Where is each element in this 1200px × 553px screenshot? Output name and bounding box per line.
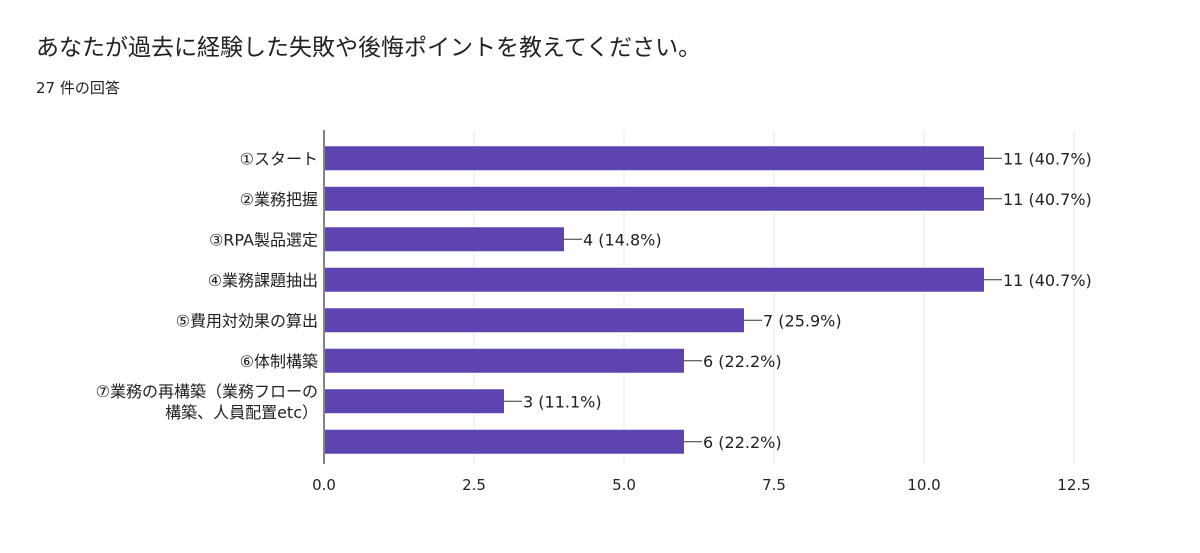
x-tick-label: 10.0: [907, 476, 940, 494]
bar: [325, 186, 984, 211]
category-labels: ①スタート ②業務把握 ③RPA製品選定 ④業務課題抽出 ⑤費用対効果の算出 ⑥体制構築 ⑦…: [96, 149, 318, 422]
data-label: 6 (22.2%): [703, 352, 782, 371]
bar: [325, 429, 684, 454]
data-label: 11 (40.7%): [1003, 190, 1092, 209]
bar: [325, 389, 504, 414]
x-tick-label: 12.5: [1057, 476, 1090, 494]
category-label: ②業務把握: [240, 190, 318, 209]
bars: 11 (40.7%) 11 (40.7%) 4 (14.8%) 11 (40.7%) 7…: [325, 146, 1092, 454]
category-label: ⑥体制構築: [240, 352, 318, 371]
x-tick-label: 0.0: [312, 476, 336, 494]
category-label: ⑦業務の再構築（業務フローの: [96, 382, 318, 401]
category-label: ③RPA製品選定: [209, 230, 318, 249]
data-label: 3 (11.1%): [523, 392, 602, 411]
bar: [325, 308, 744, 333]
question-title: あなたが過去に経験した失敗や後悔ポイントを教えてください。: [36, 35, 702, 61]
data-label: 6 (22.2%): [703, 433, 782, 452]
category-label: 構築、人員配置etc）: [165, 403, 318, 422]
response-count: 27 件の回答: [36, 79, 120, 97]
category-label: ⑤費用対効果の算出: [176, 311, 318, 330]
data-label: 11 (40.7%): [1003, 271, 1092, 290]
category-label: ①スタート: [240, 149, 318, 168]
x-axis-ticks: 0.0 2.5 5.0 7.5 10.0 12.5: [312, 476, 1091, 494]
bar: [325, 348, 684, 373]
data-label: 4 (14.8%): [583, 230, 662, 249]
bar: [325, 267, 984, 292]
bar: [325, 146, 984, 171]
x-tick-label: 5.0: [612, 476, 636, 494]
data-label: 11 (40.7%): [1003, 149, 1092, 168]
x-tick-label: 2.5: [462, 476, 486, 494]
bar: [325, 227, 564, 252]
data-label: 7 (25.9%): [763, 311, 842, 330]
x-tick-label: 7.5: [762, 476, 786, 494]
category-label: ④業務課題抽出: [208, 271, 318, 290]
grid-lines: [473, 130, 1075, 464]
